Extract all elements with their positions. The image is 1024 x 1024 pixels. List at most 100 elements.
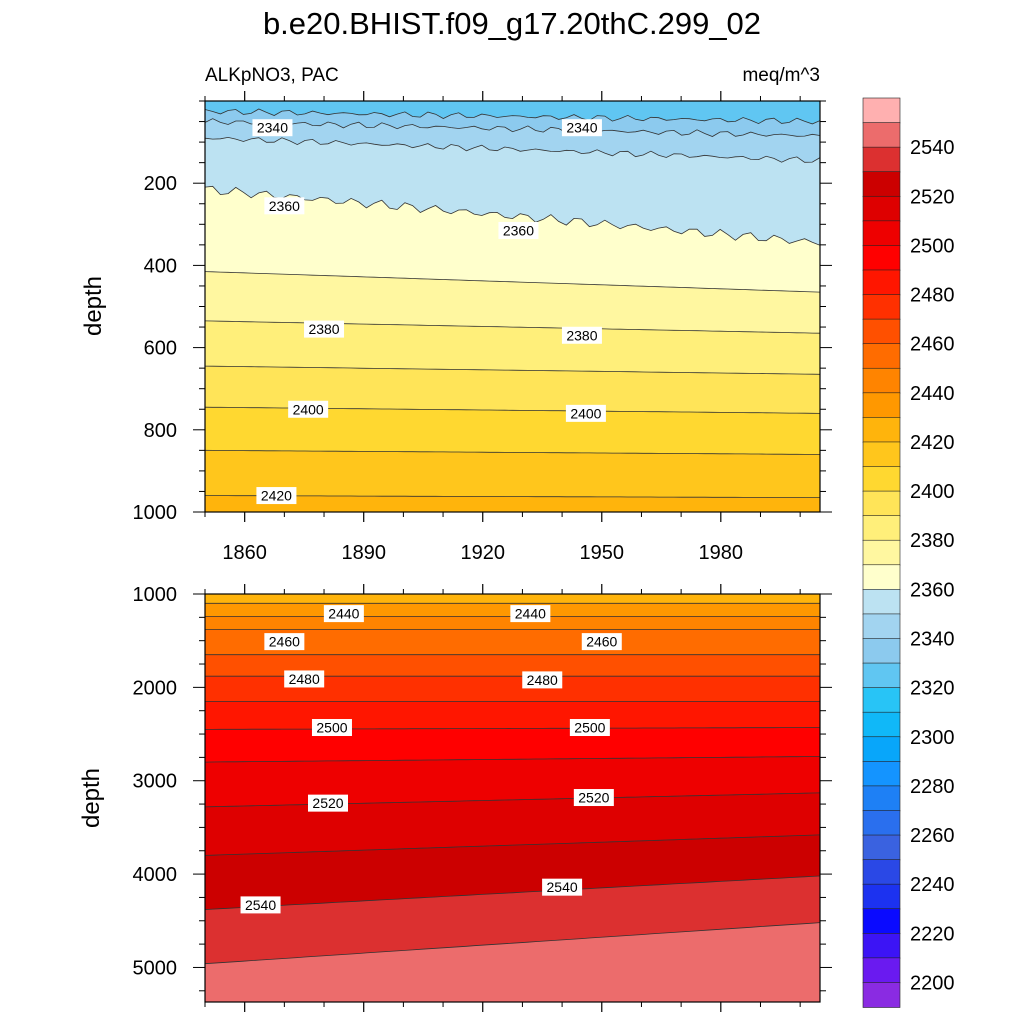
contour-line bbox=[205, 136, 820, 163]
contour-label: 2520 bbox=[308, 794, 348, 812]
colorbar-label: 2520 bbox=[910, 186, 955, 208]
contour-label-text: 2460 bbox=[586, 634, 617, 650]
contour-label-text: 2540 bbox=[547, 879, 578, 895]
colorbar-label: 2400 bbox=[910, 481, 955, 503]
contour-label-text: 2420 bbox=[261, 488, 292, 504]
plot-frame bbox=[204, 593, 821, 1003]
colorbar-box bbox=[862, 97, 901, 124]
chart-title: b.e20.BHIST.f09_g17.20thC.299_02 bbox=[263, 6, 761, 41]
contour-label: 2480 bbox=[522, 671, 563, 689]
colorbar-box bbox=[862, 932, 901, 959]
colorbar-box bbox=[862, 392, 901, 419]
contour-label: 2400 bbox=[288, 400, 329, 418]
contour-label-box bbox=[522, 671, 563, 689]
contour-label-text: 2440 bbox=[328, 606, 359, 622]
y-tick-label: 1000 bbox=[133, 584, 178, 606]
contour-label-box bbox=[304, 320, 345, 338]
y-tick-label: 1000 bbox=[133, 502, 178, 524]
contour-label-box bbox=[561, 119, 602, 137]
contour-label: 2440 bbox=[510, 605, 551, 623]
colorbar-box bbox=[862, 736, 901, 763]
upper-y-axis-title: depth bbox=[80, 276, 107, 336]
colorbar-label: 2200 bbox=[910, 972, 955, 994]
y-tick-label: 5000 bbox=[133, 957, 178, 979]
contour-label: 2440 bbox=[323, 605, 364, 623]
colorbar-label: 2300 bbox=[910, 727, 955, 749]
colorbar-box bbox=[862, 441, 901, 468]
lower-y-axis-title: depth bbox=[78, 768, 105, 828]
colorbar-label: 2360 bbox=[910, 579, 955, 601]
contour-label-box bbox=[581, 633, 622, 651]
lower-panel: 2440 2440 2460 2460 2480 2480 2500 2500 2520 2520… bbox=[133, 584, 832, 1012]
colorbar-box bbox=[862, 982, 901, 1008]
contour-label-text: 2360 bbox=[503, 222, 534, 238]
colorbar-box bbox=[862, 417, 901, 443]
colorbar-label: 2480 bbox=[910, 285, 955, 307]
contour-label-box bbox=[308, 794, 348, 812]
y-tick-label: 800 bbox=[144, 420, 177, 442]
contour-label-box bbox=[284, 670, 325, 688]
y-tick-label: 600 bbox=[144, 338, 177, 360]
contour-label-box bbox=[256, 487, 297, 505]
colorbar-box bbox=[862, 859, 901, 885]
colorbar-box bbox=[862, 638, 901, 664]
contour-line bbox=[205, 875, 820, 910]
contour-line bbox=[205, 449, 820, 455]
contour-label: 2460 bbox=[581, 633, 622, 651]
contour-line bbox=[205, 792, 820, 808]
colorbar-box bbox=[862, 810, 901, 836]
colorbar-box bbox=[862, 367, 901, 394]
contour-label: 2500 bbox=[569, 719, 610, 737]
contour-line bbox=[205, 834, 820, 856]
y-tick-label: 2000 bbox=[133, 677, 178, 699]
colorbar-label: 2500 bbox=[910, 235, 955, 257]
contour-label-text: 2500 bbox=[574, 720, 605, 736]
variable-label: ALKpNO3, PAC bbox=[205, 65, 339, 86]
contour-label: 2420 bbox=[256, 487, 297, 505]
contour-line bbox=[205, 756, 820, 763]
colorbar-box bbox=[862, 539, 901, 566]
x-tick-label: 1920 bbox=[460, 542, 505, 564]
x-axis: 1860 1890 1920 1950 1980 bbox=[204, 91, 801, 564]
contour-label-text: 2380 bbox=[308, 321, 339, 337]
contour-label: 2340 bbox=[561, 119, 602, 137]
contour-label-box bbox=[510, 605, 551, 623]
colorbar-box bbox=[862, 908, 901, 935]
contour-label: 2460 bbox=[264, 633, 305, 651]
colorbar-label: 2420 bbox=[910, 432, 955, 454]
colorbar-box bbox=[862, 220, 901, 247]
colorbar: 2200 2220 2240 2260 2280 2300 2320 2340 2360 2380… bbox=[862, 97, 955, 1008]
contour-label-text: 2360 bbox=[269, 198, 300, 214]
y-tick-label: 4000 bbox=[133, 864, 178, 886]
contour-label: 2540 bbox=[240, 896, 281, 914]
colorbar-label: 2340 bbox=[910, 628, 955, 650]
contour-label: 2360 bbox=[498, 221, 539, 239]
contour-band bbox=[205, 495, 820, 512]
contour-label-text: 2520 bbox=[312, 795, 343, 811]
x-tick-label: 1890 bbox=[341, 542, 386, 564]
contour-fills bbox=[205, 101, 820, 512]
colorbar-label: 2320 bbox=[910, 678, 955, 700]
contour-label-box bbox=[264, 633, 305, 651]
contour-label: 2360 bbox=[264, 197, 305, 215]
colorbar-box bbox=[862, 589, 901, 615]
contour-line bbox=[205, 922, 820, 965]
colorbar-label: 2440 bbox=[910, 383, 955, 405]
contour-line bbox=[205, 365, 820, 375]
colorbar-box bbox=[862, 711, 901, 738]
contour-label: 2500 bbox=[311, 719, 352, 737]
colorbar-box bbox=[862, 294, 901, 320]
contour-line bbox=[205, 118, 820, 137]
colorbar-box bbox=[862, 466, 901, 492]
contour-label: 2480 bbox=[284, 670, 325, 688]
contour-label-text: 2540 bbox=[245, 897, 276, 913]
colorbar-box bbox=[862, 564, 901, 591]
colorbar-box bbox=[862, 122, 901, 148]
contour-label-box bbox=[569, 719, 610, 737]
contour-label-text: 2380 bbox=[566, 327, 597, 343]
contour-line bbox=[205, 271, 820, 293]
colorbar-label: 2220 bbox=[910, 923, 955, 945]
colorbar-box bbox=[862, 515, 901, 542]
contour-label-box bbox=[561, 326, 602, 344]
y-tick-label: 400 bbox=[144, 255, 177, 277]
